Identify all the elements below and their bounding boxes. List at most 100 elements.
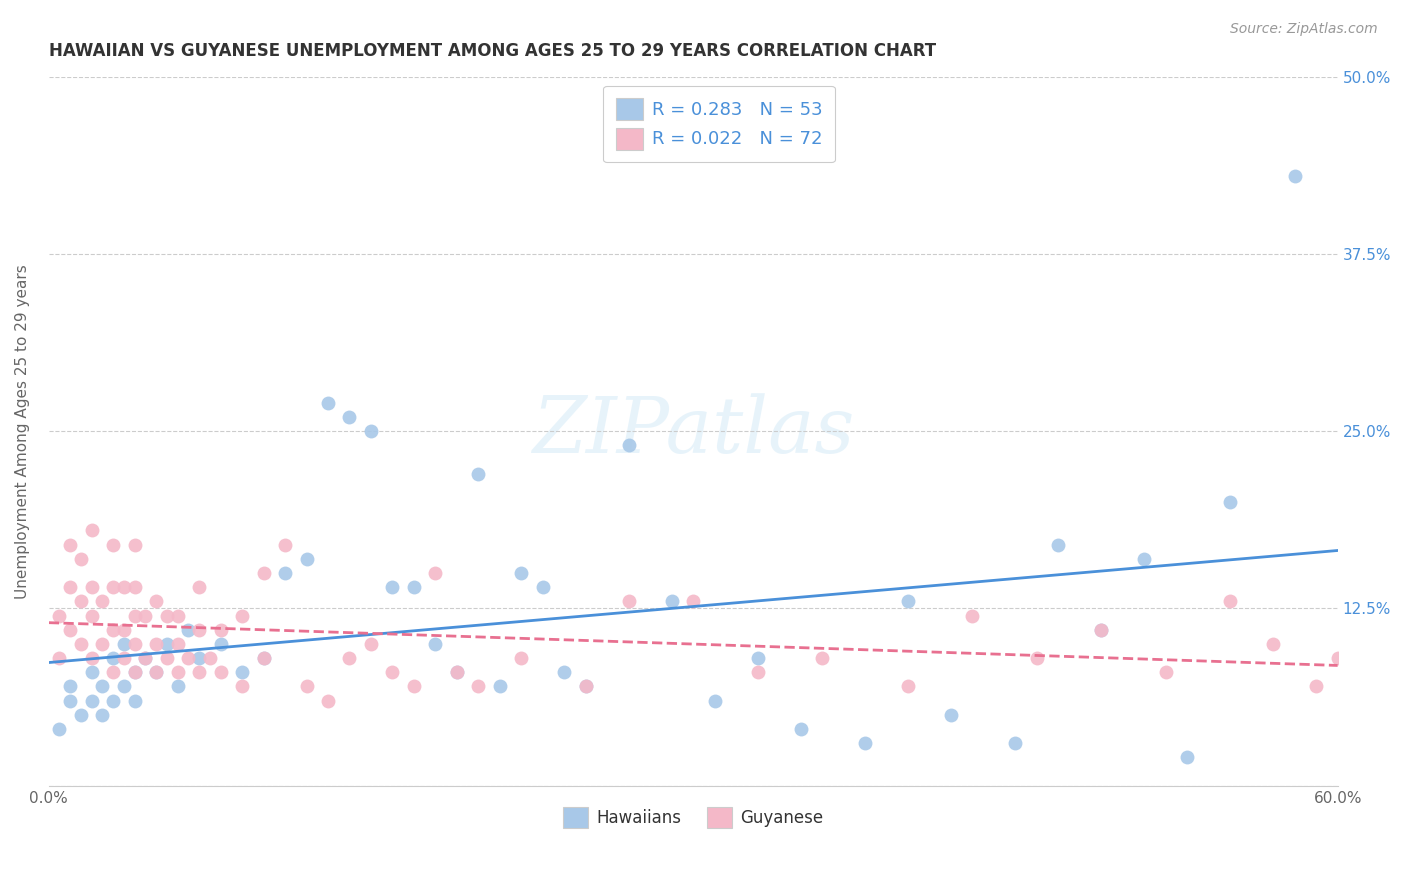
Point <box>112 637 135 651</box>
Point <box>575 680 598 694</box>
Point <box>1133 552 1156 566</box>
Point <box>316 694 339 708</box>
Point <box>188 651 211 665</box>
Point <box>853 736 876 750</box>
Point <box>209 665 232 680</box>
Point <box>59 694 82 708</box>
Point <box>59 580 82 594</box>
Point <box>112 651 135 665</box>
Point <box>425 566 447 580</box>
Point <box>274 538 297 552</box>
Point <box>124 538 146 552</box>
Point <box>489 680 512 694</box>
Point <box>91 637 114 651</box>
Point <box>145 665 167 680</box>
Point <box>381 580 404 594</box>
Point <box>510 566 533 580</box>
Point <box>134 651 156 665</box>
Point <box>1263 637 1285 651</box>
Point <box>531 580 554 594</box>
Point <box>1154 665 1177 680</box>
Point <box>91 680 114 694</box>
Point <box>124 694 146 708</box>
Point <box>48 608 70 623</box>
Point <box>360 424 382 438</box>
Point <box>112 580 135 594</box>
Point <box>112 680 135 694</box>
Point <box>1025 651 1047 665</box>
Point <box>103 538 125 552</box>
Point <box>103 580 125 594</box>
Point <box>59 538 82 552</box>
Point <box>897 680 920 694</box>
Point <box>59 680 82 694</box>
Point <box>467 467 489 481</box>
Point <box>617 438 640 452</box>
Point <box>575 680 598 694</box>
Point <box>103 623 125 637</box>
Point <box>59 623 82 637</box>
Point <box>747 665 769 680</box>
Point <box>962 608 984 623</box>
Point <box>747 651 769 665</box>
Point <box>339 651 361 665</box>
Point <box>80 694 103 708</box>
Point <box>1219 495 1241 509</box>
Point <box>156 651 179 665</box>
Point <box>425 637 447 651</box>
Point <box>939 707 962 722</box>
Point <box>252 651 274 665</box>
Point <box>166 665 188 680</box>
Point <box>1326 651 1348 665</box>
Point <box>402 680 425 694</box>
Point <box>1004 736 1026 750</box>
Point <box>682 594 704 608</box>
Legend: Hawaiians, Guyanese: Hawaiians, Guyanese <box>557 800 830 834</box>
Point <box>274 566 297 580</box>
Point <box>231 680 253 694</box>
Point <box>48 722 70 736</box>
Point <box>166 637 188 651</box>
Point <box>80 651 103 665</box>
Point <box>789 722 811 736</box>
Point <box>1175 750 1198 764</box>
Point <box>156 608 179 623</box>
Point <box>553 665 575 680</box>
Point <box>70 637 93 651</box>
Point <box>124 637 146 651</box>
Point <box>91 707 114 722</box>
Point <box>295 552 318 566</box>
Point <box>360 637 382 651</box>
Point <box>124 608 146 623</box>
Point <box>80 580 103 594</box>
Point <box>510 651 533 665</box>
Point <box>209 623 232 637</box>
Point <box>1305 680 1327 694</box>
Point <box>231 665 253 680</box>
Point <box>103 651 125 665</box>
Point <box>1219 594 1241 608</box>
Point <box>1284 169 1306 183</box>
Point <box>617 594 640 608</box>
Point <box>252 566 274 580</box>
Point <box>177 623 200 637</box>
Point <box>177 651 200 665</box>
Point <box>811 651 834 665</box>
Point <box>295 680 318 694</box>
Point <box>80 665 103 680</box>
Point <box>1090 623 1112 637</box>
Point <box>209 637 232 651</box>
Point <box>446 665 468 680</box>
Point <box>252 651 274 665</box>
Point <box>446 665 468 680</box>
Point <box>80 608 103 623</box>
Point <box>1047 538 1070 552</box>
Point <box>198 651 221 665</box>
Point <box>381 665 404 680</box>
Point <box>897 594 920 608</box>
Text: HAWAIIAN VS GUYANESE UNEMPLOYMENT AMONG AGES 25 TO 29 YEARS CORRELATION CHART: HAWAIIAN VS GUYANESE UNEMPLOYMENT AMONG … <box>49 42 936 60</box>
Point <box>339 409 361 424</box>
Point <box>112 623 135 637</box>
Point <box>70 707 93 722</box>
Point <box>80 524 103 538</box>
